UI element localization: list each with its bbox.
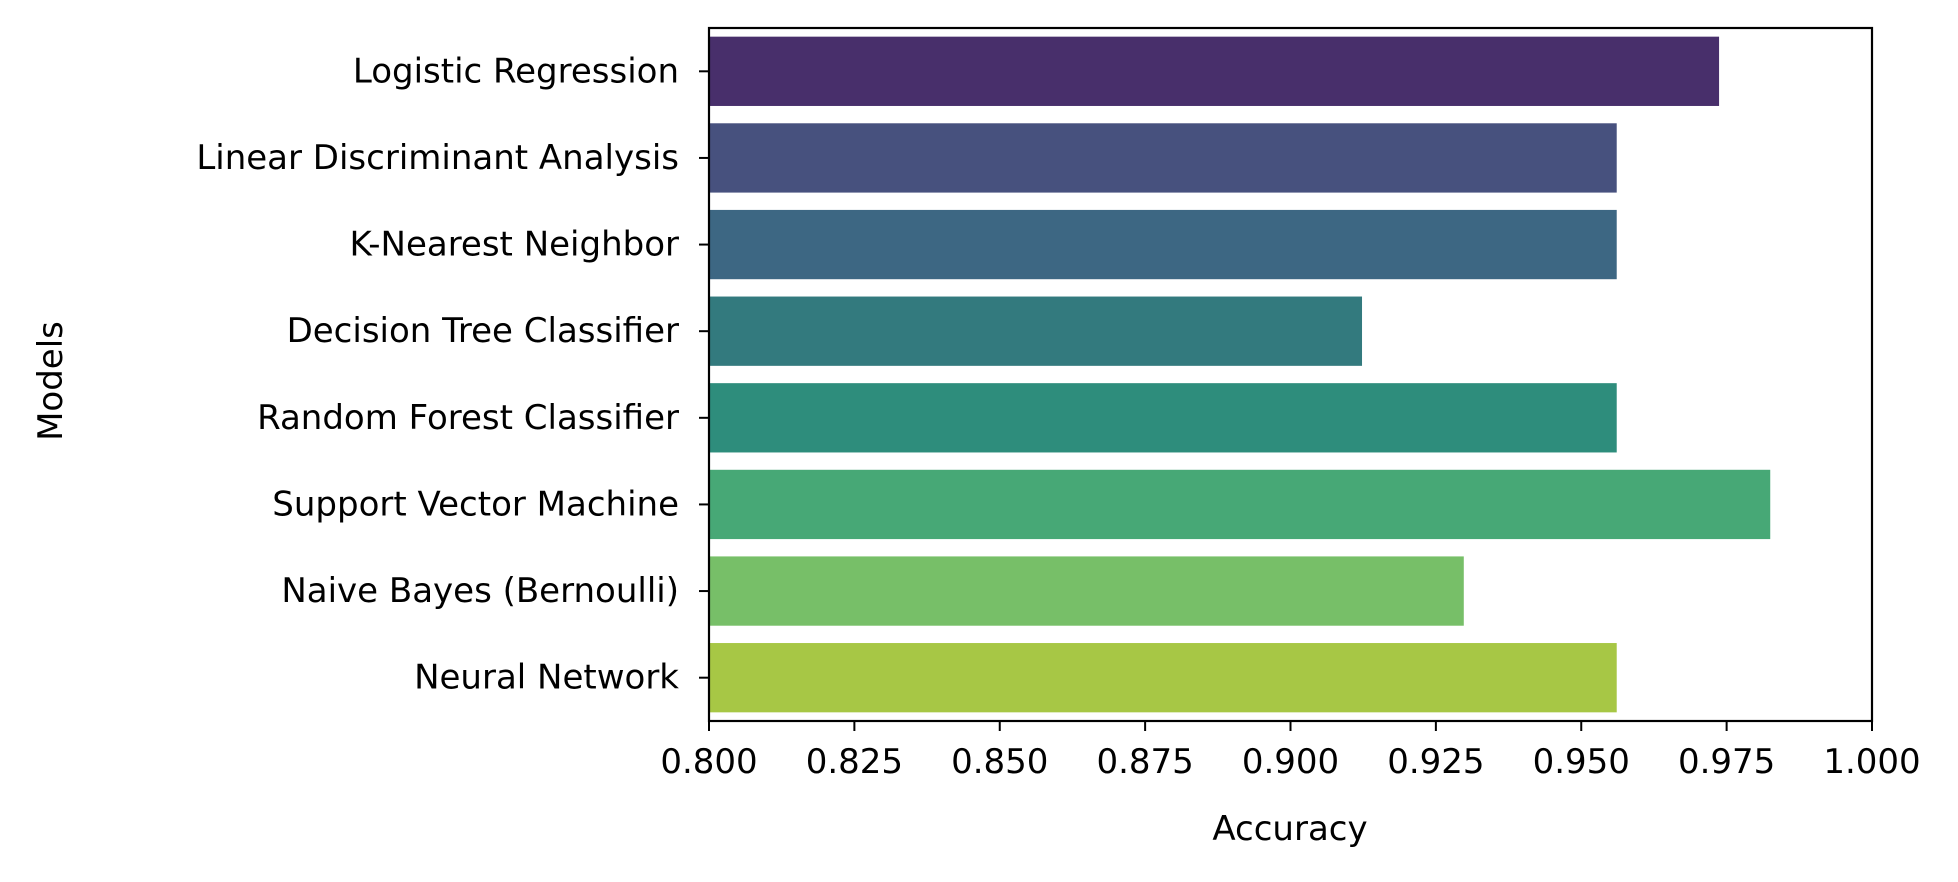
y-tick-label: Support Vector Machine <box>272 484 679 524</box>
bar-naive-bayes-bernoulli <box>709 556 1464 626</box>
bars-layer <box>709 36 1771 713</box>
y-tick-label: Logistic Regression <box>353 51 679 91</box>
plot-frame <box>707 26 1874 723</box>
x-tick-label: 1.000 <box>1823 742 1920 782</box>
x-tick-label: 0.850 <box>951 742 1048 782</box>
y-axis-label: Models <box>31 321 71 441</box>
x-axis-label: Accuracy <box>1212 809 1367 849</box>
y-tick-label: Naive Bayes (Bernoulli) <box>281 571 679 611</box>
bar-support-vector-machine <box>709 469 1771 540</box>
x-tick-label: 0.800 <box>660 742 757 782</box>
x-tick-label: 0.900 <box>1242 742 1339 782</box>
y-tick-label: Neural Network <box>414 658 679 698</box>
bar-logistic-regression <box>709 36 1720 106</box>
bar-linear-discriminant-analysis <box>709 123 1617 193</box>
y-tick-label: Linear Discriminant Analysis <box>196 138 679 178</box>
bar-neural-network <box>709 643 1617 713</box>
x-tick-label: 0.825 <box>806 742 903 782</box>
bar-random-forest-classifier <box>709 383 1617 453</box>
x-axis-ticks: 0.800 0.825 0.850 0.875 0.900 0.925 0.950 0.975… <box>660 721 1921 782</box>
bar-decision-tree-classifier <box>709 296 1363 366</box>
x-tick-label: 0.925 <box>1387 742 1484 782</box>
y-tick-label: K-Nearest Neighbor <box>350 225 679 265</box>
x-tick-label: 0.875 <box>1096 742 1193 782</box>
y-tick-label: Random Forest Classifier <box>257 398 679 438</box>
x-tick-label: 0.950 <box>1533 742 1630 782</box>
y-tick-label: Decision Tree Classifier <box>287 311 679 351</box>
x-tick-label: 0.975 <box>1678 742 1775 782</box>
bar-k-nearest-neighbor <box>709 209 1617 280</box>
y-axis-ticks: Logistic Regression Linear Discriminant A… <box>196 51 709 698</box>
